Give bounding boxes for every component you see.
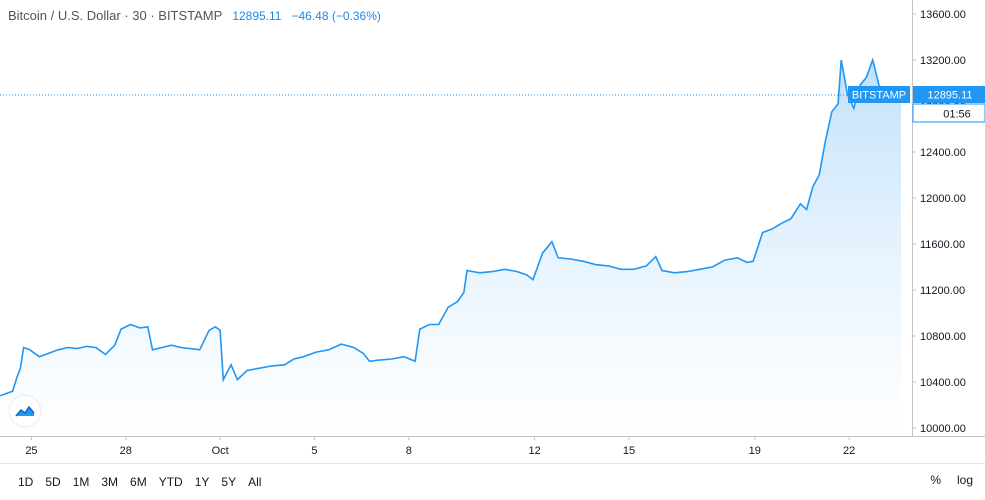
price-axis-label: 10800.00: [920, 331, 966, 343]
price-tag-value: 12895.11: [927, 90, 972, 102]
price-axis-label: 13600.00: [920, 9, 966, 21]
plot-area: [0, 57, 912, 436]
time-axis-label: 5: [311, 445, 317, 457]
price-area-fill: [0, 60, 901, 436]
bottom-toolbar: 1D 5D 1M 3M 6M YTD 1Y 5Y All % log: [0, 463, 985, 500]
chart-legend-header: Bitcoin / U.S. Dollar · 30 · BITSTAMP 12…: [8, 8, 381, 23]
time-range-group: 1D 5D 1M 3M 6M YTD 1Y 5Y All: [12, 473, 267, 491]
tradingview-logo-icon: [15, 405, 35, 417]
log-scale-button[interactable]: log: [956, 473, 973, 487]
price-axis[interactable]: 13600.0013200.0012800.0012400.0012000.00…: [912, 9, 966, 435]
range-button-1d[interactable]: 1D: [18, 475, 34, 489]
time-axis[interactable]: 25 28 Oct 5 8 12 15 19 22: [25, 436, 855, 457]
time-axis-label: 28: [120, 445, 132, 457]
range-button-6m[interactable]: 6M: [130, 475, 147, 489]
range-button-3m[interactable]: 3M: [101, 475, 119, 489]
time-axis-label: 25: [25, 445, 37, 457]
price-axis-label: 10000.00: [920, 423, 966, 435]
range-button-1m[interactable]: 1M: [72, 475, 90, 489]
range-button-ytd[interactable]: YTD: [158, 475, 183, 489]
percent-scale-button[interactable]: %: [930, 473, 941, 487]
price-axis-label: 12000.00: [920, 193, 966, 205]
price-tag-bg: [913, 86, 985, 103]
time-axis-label: Oct: [212, 445, 229, 457]
price-axis-label: 12400.00: [920, 147, 966, 159]
range-button-5y[interactable]: 5Y: [221, 475, 237, 489]
time-axis-label: 22: [843, 445, 855, 457]
tradingview-logo[interactable]: [10, 396, 40, 426]
price-axis-label: 11200.00: [920, 285, 965, 297]
range-button-all[interactable]: All: [248, 475, 262, 489]
price-axis-label: 13200.00: [920, 55, 966, 67]
symbol-title[interactable]: Bitcoin / U.S. Dollar · 30 · BITSTAMP: [8, 8, 223, 23]
exchange-label: BITSTAMP: [852, 90, 906, 102]
time-axis-label: 12: [528, 445, 540, 457]
countdown-bg: [912, 103, 985, 123]
price-axis-label: 11600.00: [920, 239, 965, 251]
time-axis-label: 15: [623, 445, 635, 457]
time-axis-label: 8: [406, 445, 412, 457]
range-button-5d[interactable]: 5D: [45, 475, 61, 489]
price-line: [0, 57, 902, 397]
header-price: 12895.11: [232, 9, 282, 23]
exchange-label-bg: [848, 86, 910, 103]
countdown-label: 01:56: [943, 109, 971, 121]
range-button-1y[interactable]: 1Y: [194, 475, 210, 489]
price-chart[interactable]: 13600.0013200.0012800.0012400.0012000.00…: [0, 0, 985, 463]
price-axis-label: 10400.00: [920, 377, 966, 389]
last-price-tag: BITSTAMP 12895.11 01:56: [848, 86, 985, 123]
scale-options: % log: [930, 473, 973, 487]
header-change: −46.48 (−0.36%): [291, 9, 381, 23]
time-axis-label: 19: [749, 445, 761, 457]
